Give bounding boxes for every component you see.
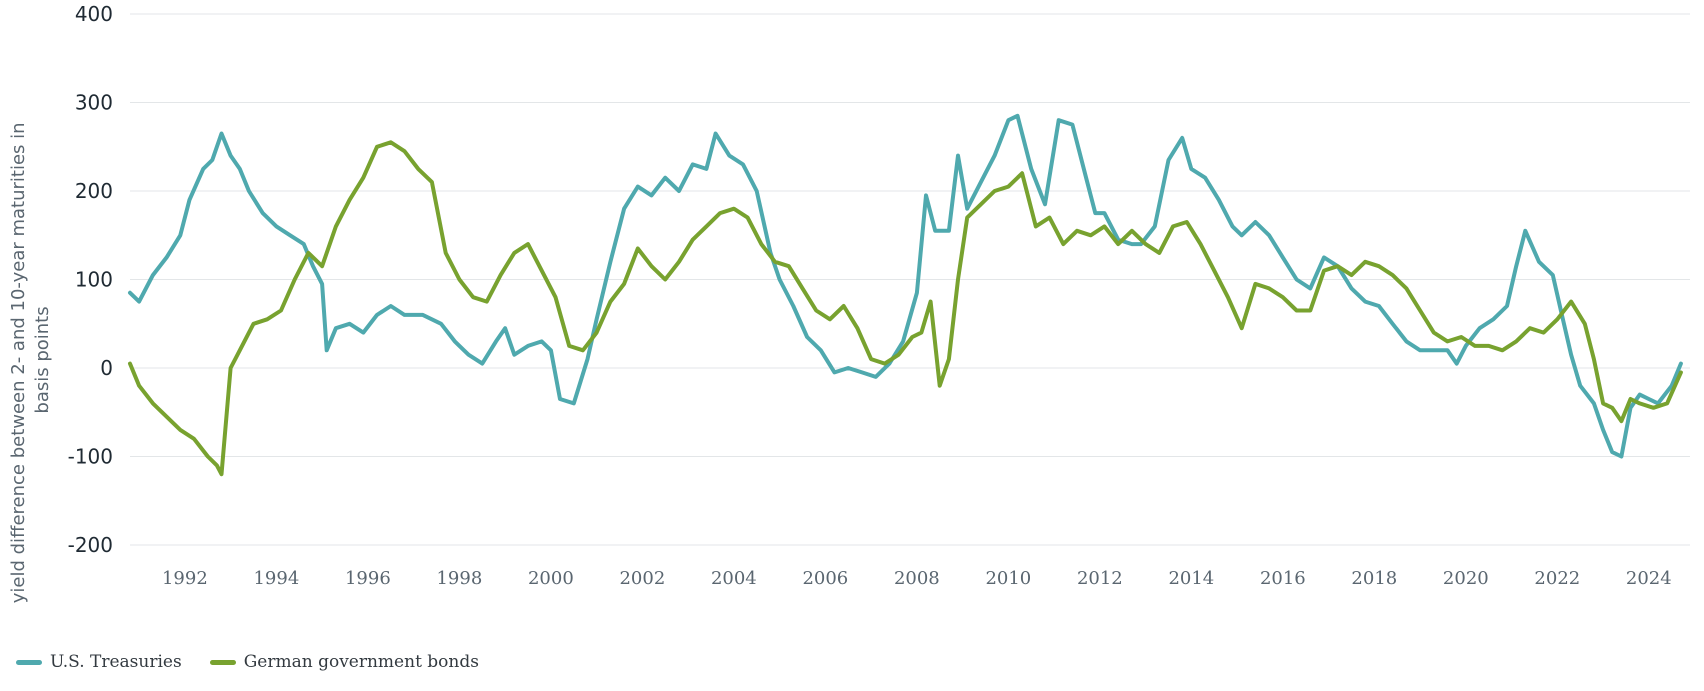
x-tick-label: 2014 <box>1168 568 1214 589</box>
legend: U.S. Treasuries German government bonds <box>16 652 507 672</box>
legend-swatch-us-treasuries <box>16 659 42 665</box>
x-tick-label: 2008 <box>894 568 940 589</box>
x-tick-label: 2002 <box>619 568 665 589</box>
x-tick-label: 1996 <box>345 568 391 589</box>
x-tick-label: 2024 <box>1626 568 1672 589</box>
x-tick-label: 2016 <box>1260 568 1306 589</box>
x-tick-label: 1998 <box>436 568 482 589</box>
x-tick-label: 2000 <box>528 568 574 589</box>
series-line-german-bonds <box>128 140 1683 477</box>
x-tick-label: 2022 <box>1534 568 1580 589</box>
legend-label-german-bonds: German government bonds <box>243 652 479 672</box>
y-tick-label: -200 <box>68 533 113 557</box>
x-tick-label: 2018 <box>1351 568 1397 589</box>
y-axis-label-line-2: basis points <box>32 306 53 413</box>
x-axis-ticks: 1992 1994 1996 1998 2000 2002 2004 2006 2008 2010… <box>162 568 1672 589</box>
legend-item-german-bonds: German government bonds <box>209 652 479 672</box>
x-tick-label: 2012 <box>1077 568 1123 589</box>
y-tick-label: 0 <box>100 356 113 380</box>
y-axis-label: yield difference between 2- and 10-year … <box>8 117 53 604</box>
y-tick-label: 400 <box>75 2 113 26</box>
y-tick-label: 100 <box>75 268 113 292</box>
legend-item-us-treasuries: U.S. Treasuries <box>16 652 182 672</box>
y-tick-label: -100 <box>68 445 113 469</box>
y-tick-label: 300 <box>75 91 113 115</box>
y-axis-label-line-1: yield difference between 2- and 10-year … <box>8 122 29 603</box>
x-tick-label: 1994 <box>253 568 299 589</box>
x-tick-label: 2004 <box>711 568 757 589</box>
y-axis-ticks: 400 300 200 100 0 -100 -200 <box>68 2 113 557</box>
legend-label-us-treasuries: U.S. Treasuries <box>50 652 182 672</box>
gridlines <box>130 13 1690 546</box>
x-tick-label: 1992 <box>162 568 208 589</box>
legend-swatch-german-bonds <box>209 659 236 665</box>
x-tick-label: 2020 <box>1443 568 1489 589</box>
y-tick-label: 200 <box>75 179 113 203</box>
x-tick-label: 2006 <box>802 568 848 589</box>
series-lines <box>128 113 1683 477</box>
series-line-us-treasuries <box>128 113 1683 459</box>
x-tick-label: 2010 <box>985 568 1031 589</box>
